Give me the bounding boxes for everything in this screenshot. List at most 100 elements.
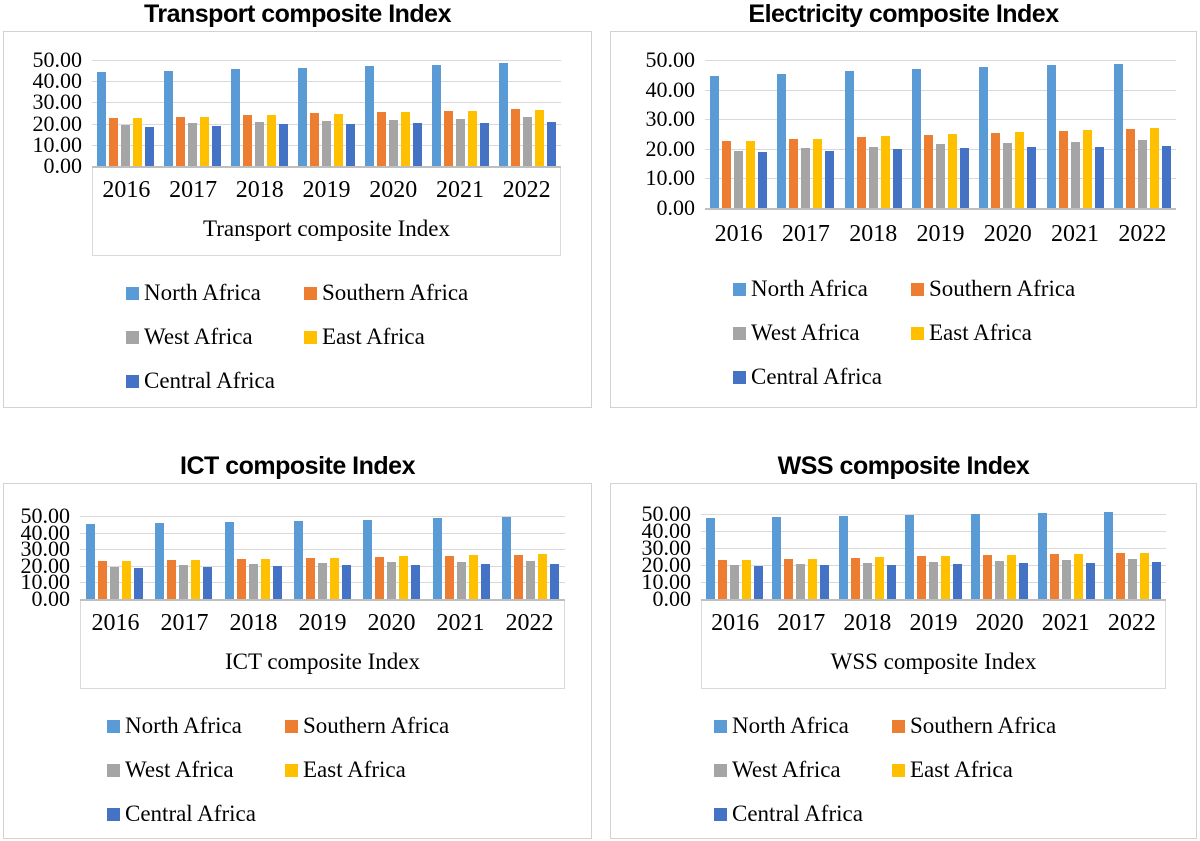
bar-southern-africa (310, 113, 319, 166)
bar-central-africa (547, 121, 556, 166)
legend-label: Southern Africa (322, 280, 469, 305)
bar-group-2018 (834, 514, 900, 599)
x-axis-title: Transport composite Index (202, 216, 450, 241)
legend-color-swatch (733, 326, 746, 340)
legend-item-southern-africa: Southern Africa (285, 713, 449, 739)
bar-central-africa (203, 566, 213, 599)
bar-west-africa (456, 118, 465, 166)
bar-central-africa (279, 124, 288, 166)
bar-north-africa (777, 73, 787, 208)
bar-west-africa (1137, 139, 1147, 208)
bar-central-africa (134, 567, 144, 599)
legend-label: Central Africa (732, 801, 863, 826)
y-tick-label: 40.00 (641, 518, 692, 543)
gridline (92, 81, 561, 83)
legend-item-southern-africa: Southern Africa (892, 713, 1056, 739)
bar-north-africa (499, 63, 508, 166)
legend-item-west-africa: West Africa (126, 324, 304, 350)
y-axis-labels: 50.00 40.00 30.00 20.00 10.00 0.00 (4, 49, 92, 177)
bar-west-africa (456, 561, 466, 599)
category-axis-box: 2016 2017 2018 2019 2020 2021 2022 WSS composit… (701, 599, 1166, 689)
bar-group-2017 (772, 60, 839, 208)
chart-card-electricity: Electricity composite Index 50.00 40.00 30… (610, 0, 1197, 412)
legend-row: West Africa East Africa (733, 320, 1196, 346)
legend: North Africa Southern Africa West Africa Ea… (611, 713, 1196, 827)
bar-southern-africa (722, 141, 732, 208)
legend-label: Southern Africa (929, 276, 1076, 301)
plot-row: 50.00 40.00 30.00 20.00 10.00 0.00 (4, 49, 591, 177)
bar-west-africa (868, 146, 878, 208)
bar-group-2019 (293, 60, 360, 166)
bar-west-africa (317, 563, 327, 599)
bar-west-africa (796, 563, 806, 599)
bar-group-2018 (219, 516, 288, 599)
y-tick-label: 40.00 (645, 76, 696, 102)
bar-central-africa (758, 152, 768, 208)
x-tick-label: 2017 (160, 609, 209, 636)
x-axis-title: ICT composite Index (224, 649, 421, 674)
legend-row: West Africa East Africa (714, 757, 1196, 783)
x-tick-label: 2020 (983, 220, 1032, 247)
legend-label: North Africa (144, 280, 261, 305)
legend-label: North Africa (732, 713, 849, 738)
gridline (701, 531, 1166, 532)
bar-north-africa (1104, 511, 1114, 599)
legend-row: Central Africa (126, 368, 591, 394)
x-axis-labels: 2016 2017 2018 2019 2020 2021 2022 (702, 599, 1165, 647)
bar-north-africa (501, 517, 511, 599)
x-tick-label: 2017 (169, 176, 218, 203)
bar-north-africa (97, 72, 106, 166)
legend-row: West Africa East Africa (107, 757, 591, 783)
x-tick-label: 2022 (505, 609, 554, 636)
bar-group-2018 (226, 60, 293, 166)
legend-color-swatch (714, 763, 727, 777)
legend-item-east-africa: East Africa (285, 757, 406, 783)
bar-west-africa (188, 123, 197, 166)
bar-west-africa (389, 119, 398, 166)
legend-item-north-africa: North Africa (126, 280, 304, 306)
bar-southern-africa (784, 558, 794, 599)
legend-color-swatch (304, 286, 317, 300)
y-tick-label: 50.00 (32, 47, 83, 72)
bar-north-africa (432, 64, 441, 166)
bar-east-africa (1082, 130, 1092, 208)
bar-west-africa (1061, 560, 1071, 599)
legend-label: North Africa (125, 713, 242, 738)
bar-central-africa (480, 122, 489, 166)
bar-west-africa (928, 561, 938, 599)
legend-color-swatch (285, 763, 298, 777)
x-tick-label: 2021 (435, 176, 484, 203)
plot-area (80, 516, 565, 601)
y-tick-label: 30.00 (645, 106, 696, 132)
bar-central-africa (411, 564, 421, 599)
legend: North Africa Southern Africa West Africa Ea… (4, 713, 591, 827)
bar-group-2022 (494, 60, 561, 166)
bar-east-africa (1007, 554, 1017, 599)
bar-west-africa (248, 564, 258, 599)
bar-east-africa (200, 116, 209, 166)
bar-east-africa (133, 118, 142, 166)
x-tick-label: 2018 (849, 220, 898, 247)
bar-central-africa (341, 565, 351, 599)
bar-north-africa (86, 524, 96, 599)
x-axis-line (701, 599, 1166, 601)
bar-southern-africa (109, 118, 118, 166)
chart-title-wss: WSS composite Index (777, 452, 1030, 480)
bar-east-africa (329, 557, 339, 599)
x-tick-label: 2016 (102, 176, 151, 203)
bar-group-2017 (149, 516, 218, 599)
bar-southern-africa (1125, 129, 1135, 208)
gridline (80, 532, 565, 534)
chart-ict: 50.00 40.00 30.00 20.00 10.00 0.00 2016 2017 201… (3, 483, 592, 839)
bar-southern-africa (850, 557, 860, 599)
legend-row: North Africa Southern Africa (126, 280, 591, 306)
bar-central-africa (145, 126, 154, 166)
bar-east-africa (1015, 131, 1025, 208)
y-tick-label: 20.00 (645, 135, 696, 161)
y-tick-label: 0.00 (656, 195, 696, 220)
plot-row: 50.00 40.00 30.00 20.00 10.00 0.00 (611, 503, 1196, 610)
chart-card-wss: WSS composite Index 50.00 40.00 30.00 20.00… (610, 452, 1197, 839)
bar-central-africa (549, 563, 559, 599)
bar-group-2019 (907, 60, 974, 208)
